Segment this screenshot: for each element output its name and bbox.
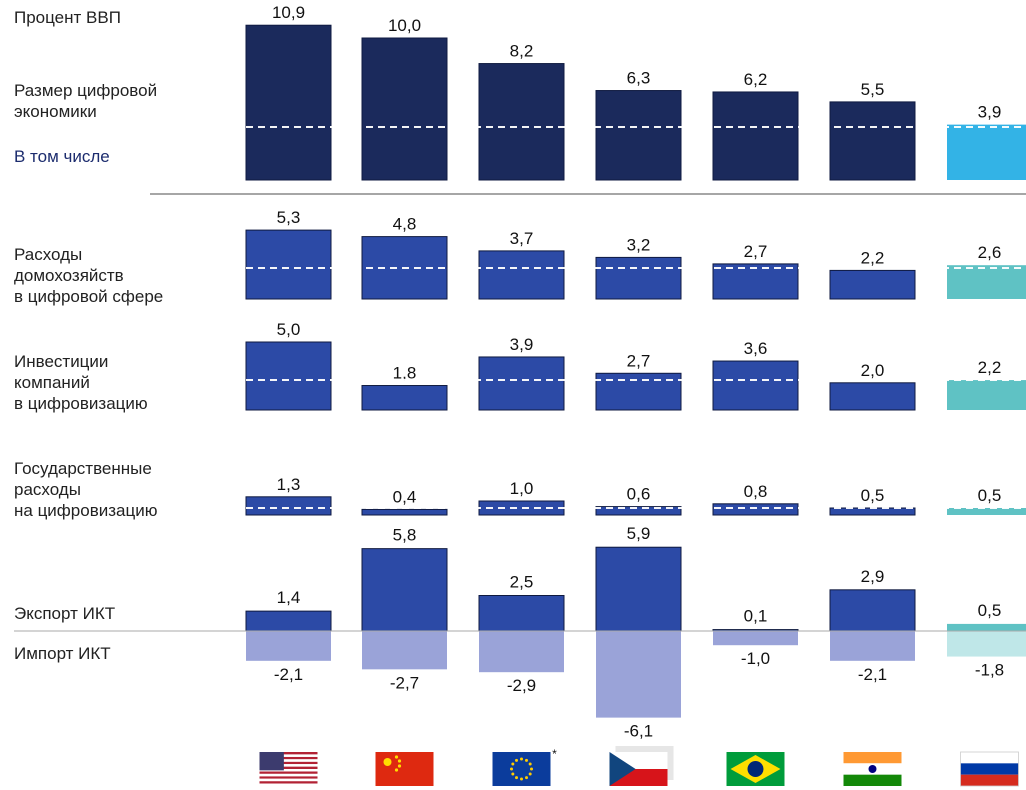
india-flag-icon <box>843 752 902 786</box>
data-label-companies-6: 2,2 <box>978 358 1002 377</box>
bar-size-4 <box>712 91 799 181</box>
row-label-size: Размер цифровой экономики <box>14 81 158 121</box>
data-label-companies-4: 3,6 <box>744 339 768 358</box>
bar-size-2 <box>478 63 565 181</box>
data-label-companies-3: 2,7 <box>627 351 651 370</box>
data-label-import-0: -2,1 <box>274 665 303 684</box>
bar-government-6 <box>947 508 1026 515</box>
bar-size-5 <box>829 101 916 181</box>
data-label-size-0: 10,9 <box>272 3 305 22</box>
bar-export-0 <box>245 610 332 632</box>
bar-households-0 <box>245 229 332 300</box>
bar-government-4 <box>712 503 799 516</box>
bar-companies-3 <box>595 372 682 411</box>
bar-households-3 <box>595 256 682 300</box>
data-label-government-0: 1,3 <box>277 475 301 494</box>
row-label-import: Импорт ИКТ <box>14 644 111 663</box>
bar-government-0 <box>245 496 332 516</box>
data-label-households-6: 2,6 <box>978 243 1002 262</box>
bar-import-3 <box>596 631 681 718</box>
row-label-companies: Инвестиции компаний в цифровизацию <box>14 352 148 413</box>
bar-government-5 <box>829 507 916 516</box>
eu-flag-icon <box>492 752 551 786</box>
data-label-import-1: -2,7 <box>390 673 419 692</box>
data-label-size-5: 5,5 <box>861 80 885 99</box>
data-label-households-4: 2,7 <box>744 242 768 261</box>
data-label-export-3: 5,9 <box>627 524 651 543</box>
data-label-size-2: 8,2 <box>510 42 534 61</box>
data-label-government-4: 0,8 <box>744 482 768 501</box>
bar-companies-6 <box>947 380 1026 410</box>
bar-export-3 <box>595 546 682 632</box>
bar-export-1 <box>361 548 448 632</box>
data-label-export-5: 2,9 <box>861 567 885 586</box>
data-label-households-5: 2,2 <box>861 248 885 267</box>
row-label-export: Экспорт ИКТ <box>14 604 116 623</box>
bar-households-4 <box>712 263 799 300</box>
bar-households-6 <box>947 265 1026 299</box>
chart-title: Процент ВВП <box>14 8 121 27</box>
bar-government-1 <box>361 508 448 516</box>
bar-size-3 <box>595 90 682 181</box>
data-label-companies-0: 5,0 <box>277 320 301 339</box>
bar-households-5 <box>829 269 916 300</box>
russia-flag-icon <box>960 751 1019 787</box>
bar-import-5 <box>830 631 915 661</box>
data-label-import-5: -2,1 <box>858 665 887 684</box>
flag-footnote-mark: * <box>552 747 557 761</box>
brazil-flag-icon <box>726 752 785 786</box>
row-label-including: В том числе <box>14 147 110 166</box>
data-label-import-2: -2,9 <box>507 676 536 695</box>
data-label-government-2: 1,0 <box>510 479 534 498</box>
row-label-government: Государственные расходы на цифровизацию <box>14 459 158 520</box>
data-label-size-6: 3,9 <box>978 103 1002 122</box>
bar-export-2 <box>478 595 565 632</box>
bar-import-0 <box>246 631 331 661</box>
bar-households-2 <box>478 250 565 300</box>
china-flag-icon <box>375 752 434 786</box>
data-label-export-0: 1,4 <box>277 588 301 607</box>
czech-flag-icon <box>609 746 674 786</box>
data-label-households-3: 3,2 <box>627 235 651 254</box>
data-label-import-3: -6,1 <box>624 722 653 741</box>
bar-export-6 <box>947 623 1026 631</box>
bar-companies-0 <box>245 341 332 411</box>
data-label-import-4: -1,0 <box>741 649 770 668</box>
data-label-government-3: 0,6 <box>627 485 651 504</box>
bar-size-1 <box>361 37 448 181</box>
data-label-export-6: 0,5 <box>978 601 1002 620</box>
bar-export-5 <box>829 589 916 632</box>
data-label-households-2: 3,7 <box>510 229 534 248</box>
bar-size-6 <box>947 124 1026 180</box>
bar-government-3 <box>595 506 682 516</box>
bar-companies-5 <box>829 382 916 411</box>
data-label-export-4: 0,1 <box>744 607 768 626</box>
data-label-households-0: 5,3 <box>277 208 301 227</box>
bar-import-1 <box>362 631 447 670</box>
data-label-companies-1: 1,8 <box>393 364 417 383</box>
data-label-export-1: 5,8 <box>393 526 417 545</box>
data-label-companies-5: 2,0 <box>861 361 885 380</box>
data-label-export-2: 2,5 <box>510 573 534 592</box>
data-label-households-1: 4,8 <box>393 215 417 234</box>
bar-import-6 <box>947 631 1026 657</box>
bar-import-4 <box>713 631 798 646</box>
data-label-size-3: 6,3 <box>627 69 651 88</box>
data-label-government-1: 0,4 <box>393 487 417 506</box>
us-flag-icon <box>259 752 318 786</box>
data-label-companies-2: 3,9 <box>510 335 534 354</box>
data-label-size-4: 6,2 <box>744 70 768 89</box>
bar-companies-2 <box>478 356 565 411</box>
data-label-import-6: -1,8 <box>975 661 1004 680</box>
row-label-households: Расходы домохозяйств в цифровой сфере <box>14 245 164 306</box>
data-label-government-6: 0,5 <box>978 486 1002 505</box>
bar-companies-1 <box>361 385 448 411</box>
data-label-size-1: 10,0 <box>388 16 421 35</box>
bar-import-2 <box>479 631 564 673</box>
bar-companies-4 <box>712 360 799 411</box>
bar-size-0 <box>245 24 332 181</box>
data-label-government-5: 0,5 <box>861 486 885 505</box>
